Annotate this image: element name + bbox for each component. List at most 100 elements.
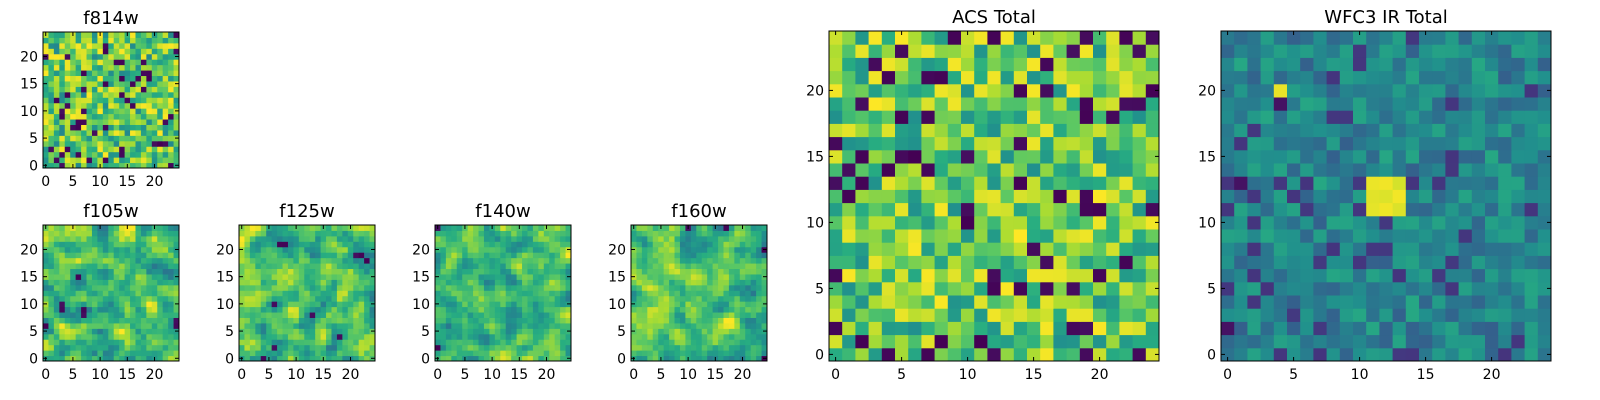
heatmap-cell [440, 273, 447, 280]
heatmap-cell [130, 263, 136, 270]
heatmap-cell [293, 306, 300, 313]
heatmap-cell [64, 53, 71, 60]
heatmap-cell [631, 241, 637, 248]
heatmap-cell [1000, 136, 1015, 151]
heatmap-cell [140, 295, 147, 302]
heatmap-cell [445, 279, 452, 286]
heatmap-cell [113, 322, 120, 329]
heatmap-cell [647, 355, 654, 362]
heatmap-cell [527, 328, 534, 335]
heatmap-cell [669, 301, 676, 308]
heatmap-cell [315, 290, 322, 297]
heatmap-cell [435, 268, 441, 275]
heatmap-cell [1485, 110, 1499, 124]
heatmap-cell [701, 268, 708, 275]
heatmap-cell [1093, 242, 1107, 256]
heatmap-cell [64, 257, 71, 264]
heatmap-cell [1300, 31, 1314, 45]
heatmap-cell [516, 322, 523, 329]
heatmap-cell [358, 350, 365, 357]
heatmap-cell [64, 344, 71, 351]
heatmap-cell [500, 328, 507, 335]
heatmap-cell [331, 355, 338, 362]
heatmap-cell [750, 295, 757, 302]
heatmap-cell [249, 339, 256, 346]
heatmap-cell [304, 246, 311, 253]
heatmap-cell [674, 235, 681, 242]
heatmap-cell [113, 225, 120, 231]
heatmap-cell [1498, 163, 1512, 177]
heatmap-cell [157, 86, 164, 93]
heatmap-cell [347, 312, 354, 318]
heatmap-cell [282, 273, 289, 280]
heatmap-cell [1013, 97, 1028, 111]
heatmap-cell [168, 339, 175, 346]
heatmap-cell [842, 163, 856, 177]
heatmap-cell [1247, 123, 1262, 138]
heatmap-cell [690, 268, 697, 275]
heatmap-cell [1445, 347, 1460, 362]
heatmap-cell [712, 252, 719, 259]
heatmap-cell [59, 241, 66, 248]
heatmap-cell [679, 350, 686, 357]
heatmap-cell [456, 317, 463, 324]
heatmap-cell [287, 317, 294, 324]
heatmap-cell [921, 163, 936, 177]
heatmap-cell [151, 102, 158, 109]
heatmap-cell [543, 306, 550, 313]
heatmap-cell [647, 328, 654, 335]
heatmap-cell [1273, 308, 1288, 322]
heatmap-cell [696, 241, 703, 248]
heatmap-cell [130, 124, 136, 131]
heatmap-cell [135, 312, 142, 318]
heatmap-cell [97, 263, 104, 270]
heatmap-cell [756, 350, 763, 357]
heatmap-cell [718, 241, 724, 248]
heatmap-cell [718, 328, 724, 335]
heatmap-cell [91, 333, 98, 340]
heatmap-cell [108, 162, 115, 169]
heatmap-cell [505, 306, 512, 313]
heatmap-cell [745, 328, 752, 335]
heatmap-cell [987, 281, 1002, 296]
heatmap-cell [1353, 57, 1367, 72]
heatmap-cell [974, 334, 988, 349]
heatmap-cell [146, 317, 153, 324]
heatmap-cell [728, 273, 735, 280]
heatmap-cell [1000, 295, 1015, 309]
heatmap-cell [64, 119, 71, 125]
heatmap-cell [124, 246, 131, 253]
heatmap-cell [728, 279, 735, 286]
heatmap-cell [631, 312, 637, 318]
heatmap-cell [947, 202, 962, 217]
heatmap-cell [369, 333, 376, 340]
heatmap-cell [91, 113, 98, 120]
heatmap-cell [641, 295, 648, 302]
heatmap-cell [565, 306, 572, 313]
heatmap-cell [669, 241, 676, 248]
heatmap-cell [266, 273, 273, 280]
heatmap-cell [130, 230, 136, 237]
heatmap-cell [102, 124, 109, 131]
heatmap-cell [554, 317, 561, 324]
heatmap-cell [1392, 189, 1407, 204]
heatmap-cell [1013, 136, 1028, 151]
heatmap-cell [987, 149, 1002, 164]
heatmap-cell [1013, 123, 1028, 138]
heatmap-cell [86, 235, 93, 242]
heatmap-cell [298, 339, 305, 346]
heatmap-cell [326, 230, 332, 237]
heatmap-cell [647, 350, 654, 357]
heatmap-cell [1485, 189, 1499, 204]
heatmap-cell [249, 257, 256, 264]
heatmap-cell [1027, 347, 1041, 362]
heatmap-cell [500, 295, 507, 302]
heatmap-cell [146, 32, 153, 38]
heatmap-cell [500, 235, 507, 242]
heatmap-cell [435, 333, 441, 340]
heatmap-cell [516, 306, 523, 313]
heatmap-cell [1000, 176, 1015, 190]
heatmap-cell [53, 42, 60, 49]
heatmap-cell [113, 279, 120, 286]
heatmap-cell [522, 252, 528, 259]
